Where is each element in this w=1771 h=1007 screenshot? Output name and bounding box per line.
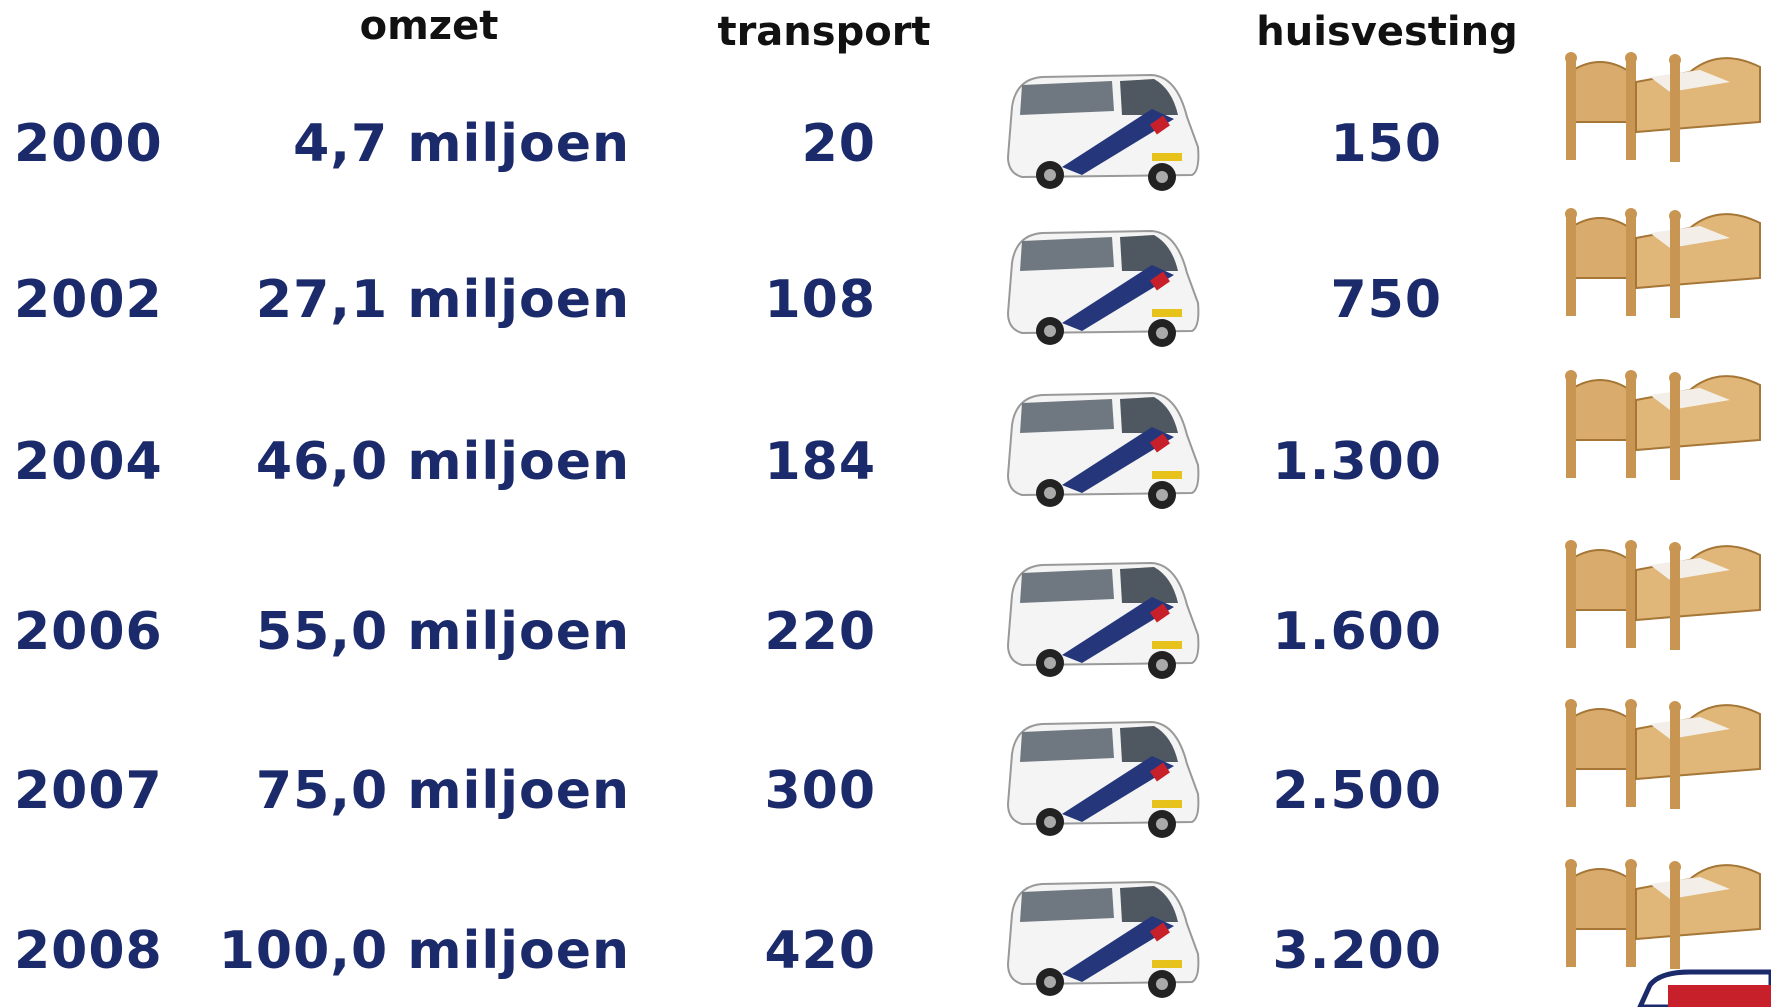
header: huisvesting: [1256, 9, 1517, 55]
table: 2000 4,7 miljoen 20 150 2002 27,1 miljoen 108 7…: [14, 52, 1760, 998]
slide: omzet transport huisvesting 2000 4,7 milj…: [0, 0, 1771, 1007]
transport: 300: [764, 761, 876, 821]
bed-image: [1565, 52, 1760, 162]
van-image: [1008, 231, 1198, 347]
omzet: 27,1 miljoen: [256, 270, 630, 330]
omzet: 46,0 miljoen: [256, 432, 630, 492]
van-image: [1008, 75, 1198, 191]
omzet: 4,7 miljoen: [293, 114, 630, 174]
transport: 108: [764, 270, 876, 330]
bed-image: [1565, 540, 1760, 650]
bed-image: [1565, 699, 1760, 809]
year: 2002: [14, 270, 163, 330]
bed-image: [1565, 208, 1760, 318]
huisvesting: 1.600: [1273, 602, 1442, 662]
year: 2006: [14, 602, 163, 662]
omzet: 100,0 miljoen: [219, 921, 630, 981]
omzet: 75,0 miljoen: [256, 761, 630, 821]
huisvesting: 1.300: [1273, 432, 1442, 492]
header: transport: [717, 9, 930, 55]
van-image: [1008, 563, 1198, 679]
transport: 184: [764, 432, 876, 492]
van-image: [1008, 882, 1198, 998]
huisvesting: 3.200: [1273, 921, 1442, 981]
bed-image: [1565, 859, 1760, 969]
year: 2007: [14, 761, 163, 821]
year: 2000: [14, 114, 163, 174]
bed-image: [1565, 370, 1760, 480]
year: 2008: [14, 921, 163, 981]
transport: 20: [802, 114, 876, 174]
huisvesting: 150: [1330, 114, 1442, 174]
year: 2004: [14, 432, 163, 492]
van-image: [1008, 393, 1198, 509]
transport: 220: [764, 602, 876, 662]
omzet: 55,0 miljoen: [256, 602, 630, 662]
huisvesting: 750: [1330, 270, 1442, 330]
van-image: [1008, 722, 1198, 838]
huisvesting: 2.500: [1273, 761, 1442, 821]
header: omzet: [360, 3, 499, 49]
transport: 420: [764, 921, 876, 981]
logo: [1640, 972, 1771, 1007]
